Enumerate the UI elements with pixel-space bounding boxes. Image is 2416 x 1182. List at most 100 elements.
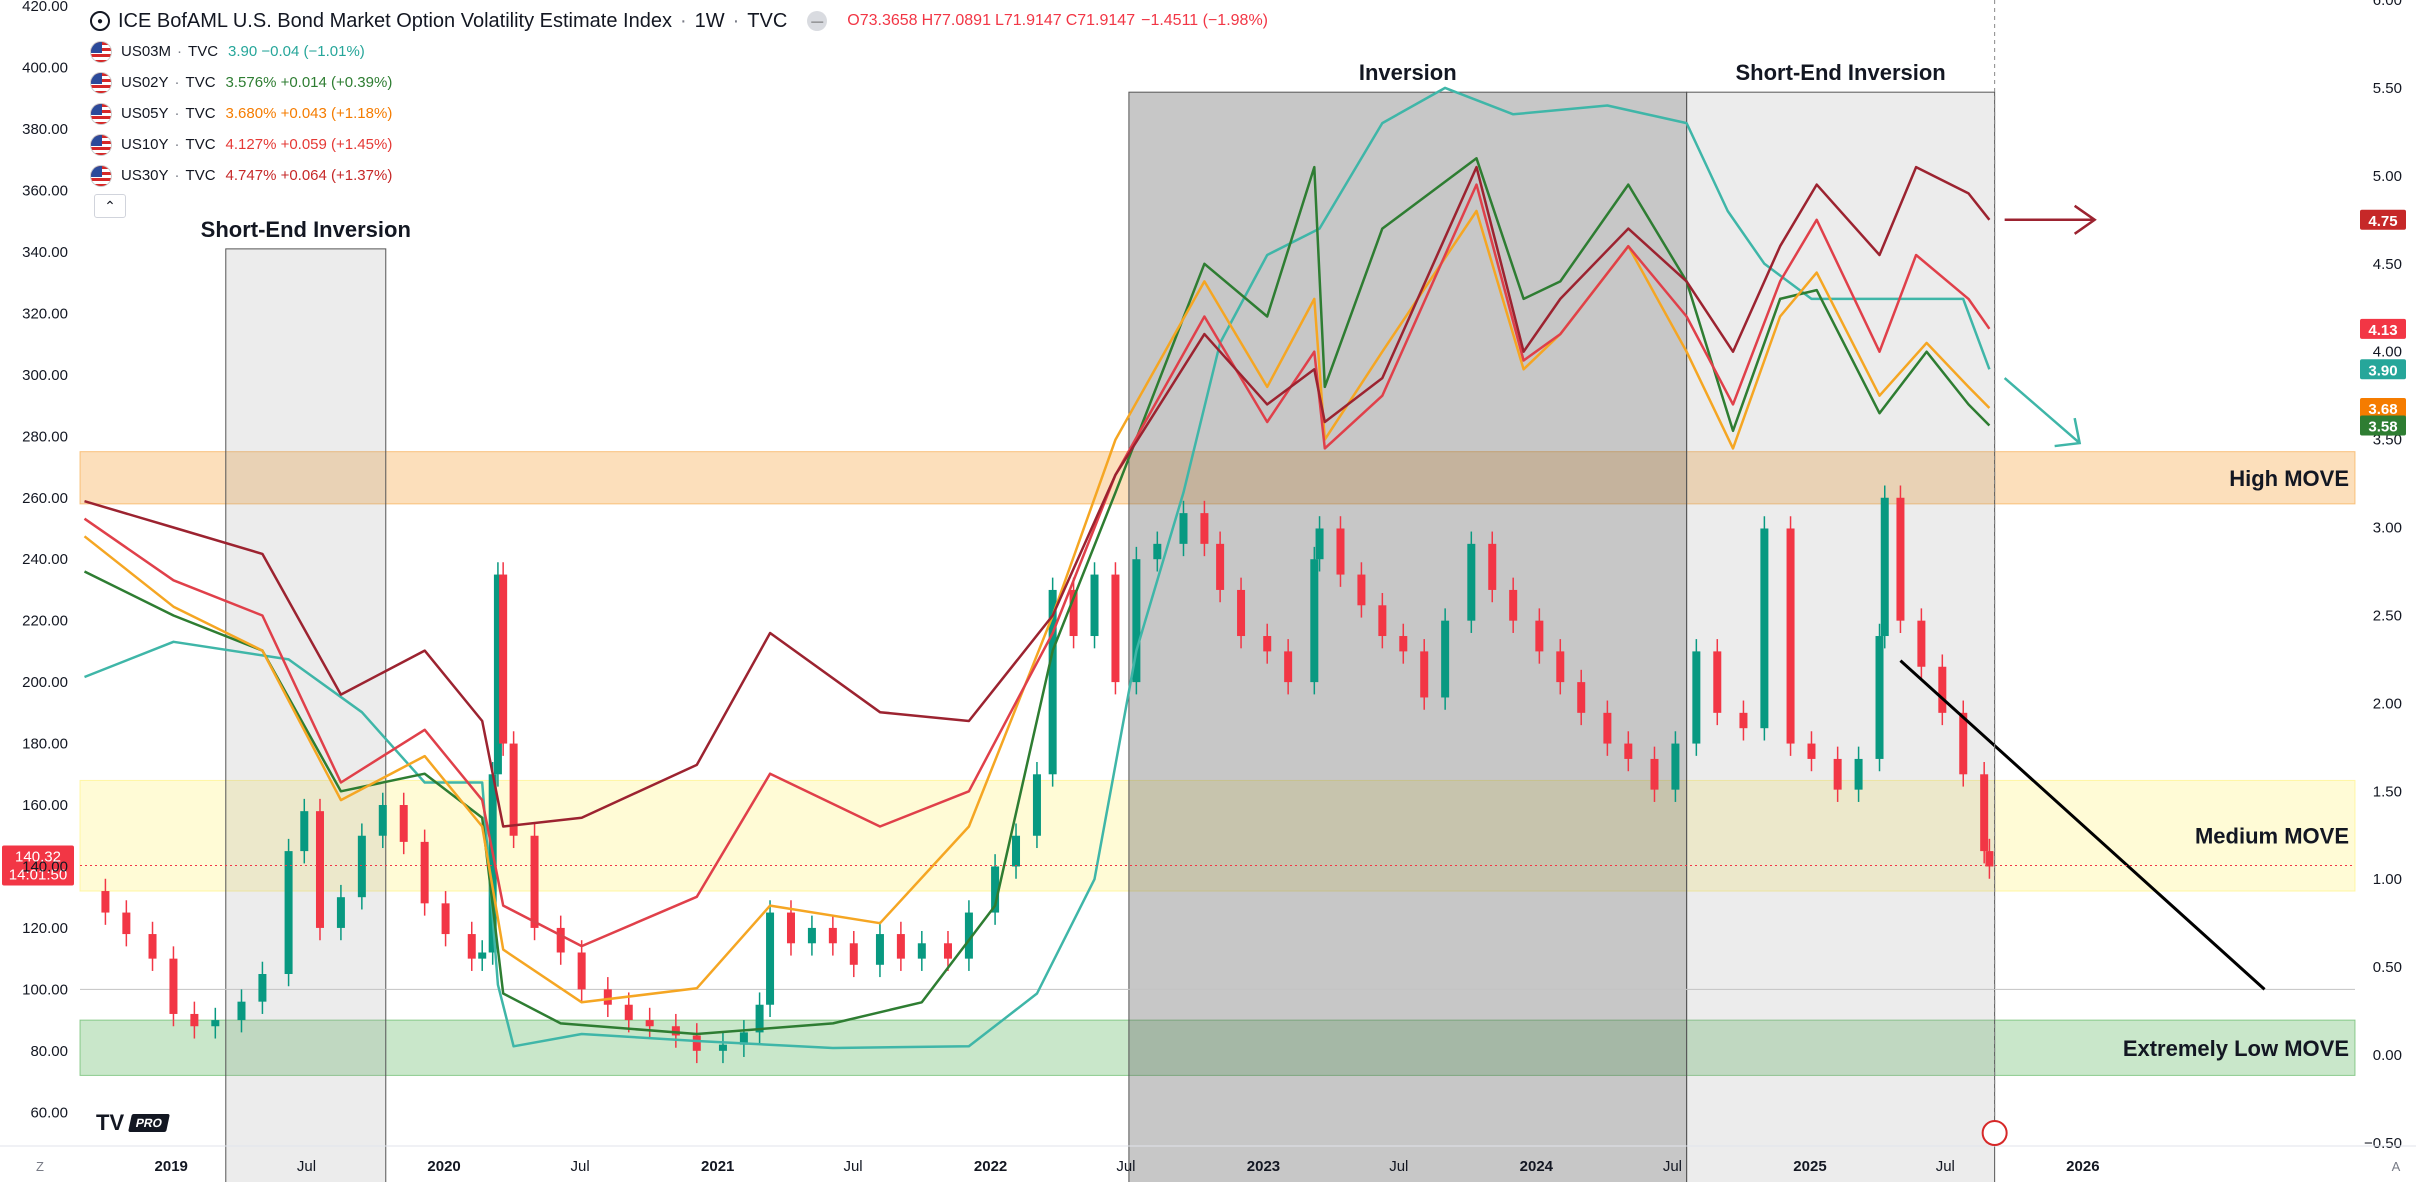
series-line-us10y[interactable] bbox=[83, 183, 1991, 948]
left-axis-tick-2: 380.00 bbox=[22, 121, 68, 138]
hide-icon[interactable]: — bbox=[807, 11, 828, 31]
left-axis-tick-10: 220.00 bbox=[22, 613, 68, 630]
candle-body bbox=[499, 574, 508, 744]
candle-body bbox=[1378, 605, 1387, 637]
candle-body bbox=[755, 1004, 764, 1033]
legend-row-us02y[interactable]: US02Y · TVC 3.576% +0.014 (+0.39%) bbox=[90, 67, 1268, 98]
band-2 bbox=[79, 1019, 2356, 1076]
overlay-value: 3.576% +0.014 (+0.39%) bbox=[225, 74, 393, 91]
candle-body bbox=[671, 1026, 680, 1036]
time-axis-tick-11: Jul bbox=[1663, 1158, 1682, 1175]
candle-body bbox=[1833, 758, 1842, 790]
collapse-legend-button[interactable]: ⌃ bbox=[94, 194, 126, 218]
candle-body bbox=[1467, 543, 1476, 621]
left-axis-tick-12: 180.00 bbox=[22, 736, 68, 753]
left-axis-tick-1: 400.00 bbox=[22, 60, 68, 77]
overlay-value: 4.127% +0.059 (+1.45%) bbox=[225, 136, 393, 153]
candle-body bbox=[786, 912, 795, 944]
left-axis-tick-11: 200.00 bbox=[22, 674, 68, 691]
trendline[interactable] bbox=[1899, 659, 2266, 991]
left-axis-tick-9: 240.00 bbox=[22, 551, 68, 568]
time-axis-tick-5: Jul bbox=[843, 1158, 862, 1175]
us-flag-icon bbox=[90, 164, 112, 187]
candle-body bbox=[315, 811, 324, 928]
band-0 bbox=[79, 451, 2356, 505]
overlay-value: 3.680% +0.043 (+1.18%) bbox=[225, 105, 393, 122]
candle-body bbox=[766, 912, 775, 1005]
candle-body bbox=[1399, 636, 1408, 652]
right-axis-tick-11: 0.50 bbox=[2373, 959, 2402, 976]
candle-body bbox=[917, 943, 926, 959]
candle-body bbox=[875, 934, 884, 965]
ohlc-open: O73.3658 bbox=[847, 12, 918, 29]
series-line-us30y[interactable] bbox=[84, 165, 1991, 828]
candle-body bbox=[1441, 620, 1450, 698]
candle-body bbox=[1200, 513, 1209, 544]
series-line-us05y[interactable] bbox=[83, 209, 1991, 1004]
time-axis-tick-4: 2021 bbox=[701, 1158, 734, 1175]
candle-body bbox=[1090, 574, 1099, 637]
right-axis-tick-3: 4.50 bbox=[2373, 256, 2402, 273]
candle-body bbox=[1713, 651, 1722, 713]
candle-body bbox=[1854, 758, 1863, 790]
candle-body bbox=[467, 934, 476, 959]
right-badge-4 bbox=[2360, 415, 2406, 436]
legend-row-us30y[interactable]: US30Y · TVC 4.747% +0.064 (+1.37%) bbox=[90, 160, 1268, 191]
right-badge-3 bbox=[2360, 397, 2406, 418]
right-badge-text-2: 3.90 bbox=[2368, 362, 2397, 379]
band-label-2: Extremely Low MOVE bbox=[2123, 1036, 2349, 1061]
right-badge-text-0: 4.75 bbox=[2368, 213, 2397, 230]
current-price-value: 140.32 bbox=[15, 848, 61, 865]
candle-body bbox=[1577, 682, 1586, 713]
legend-row-us05y[interactable]: US05Y · TVC 3.680% +0.043 (+1.18%) bbox=[90, 98, 1268, 129]
candle-body bbox=[1896, 497, 1905, 621]
candle-body bbox=[1153, 543, 1162, 560]
candle-body bbox=[577, 952, 586, 990]
candle-body bbox=[211, 1020, 220, 1027]
candle-body bbox=[1216, 543, 1225, 590]
candle-body bbox=[1357, 574, 1366, 606]
candle-body bbox=[1985, 851, 1994, 867]
candle-body bbox=[1959, 712, 1968, 775]
overlay-source: TVC bbox=[185, 105, 216, 122]
legend-main-row[interactable]: ● ICE BofAML U.S. Bond Market Option Vol… bbox=[90, 6, 1268, 36]
us-flag-icon bbox=[90, 102, 112, 125]
symbol-icon: ● bbox=[90, 11, 110, 31]
left-axis-tick-15: 120.00 bbox=[22, 920, 68, 937]
candle-body bbox=[739, 1032, 748, 1045]
overlay-value: 3.90 −0.04 (−1.01%) bbox=[228, 43, 365, 60]
us-flag-marker-icon[interactable] bbox=[1981, 1120, 2008, 1146]
candle-body bbox=[1671, 743, 1680, 790]
left-axis-tick-6: 300.00 bbox=[22, 367, 68, 384]
pro-badge: PRO bbox=[128, 1114, 171, 1132]
ohlc-close: C71.9147 bbox=[1065, 12, 1136, 29]
overlay-symbol: US05Y bbox=[121, 105, 169, 122]
time-axis-tick-14: 2026 bbox=[2066, 1158, 2099, 1175]
time-axis-tick-10: 2024 bbox=[1520, 1158, 1554, 1175]
candle-body bbox=[420, 841, 429, 904]
candle-body bbox=[488, 774, 497, 953]
right-badge-text-1: 4.13 bbox=[2368, 322, 2397, 339]
candle-body bbox=[1603, 712, 1612, 744]
band-label-1: Medium MOVE bbox=[2195, 824, 2349, 849]
candle-body bbox=[336, 897, 345, 928]
candle-body bbox=[1012, 835, 1021, 867]
candle-body bbox=[530, 835, 539, 928]
time-axis-tick-0: 2019 bbox=[155, 1158, 188, 1175]
candle-body bbox=[692, 1035, 701, 1051]
legend-row-us10y[interactable]: US10Y · TVC 4.127% +0.059 (+1.45%) bbox=[90, 129, 1268, 160]
candle-body bbox=[300, 811, 309, 852]
left-axis-tick-14: 140.00 bbox=[22, 858, 68, 875]
series-line-us03m[interactable] bbox=[84, 86, 1991, 1050]
candle-body bbox=[1069, 589, 1078, 637]
candle-body bbox=[1488, 543, 1497, 590]
overlay-value: 4.747% +0.064 (+1.37%) bbox=[225, 167, 393, 184]
series-line-us02y[interactable] bbox=[83, 157, 1991, 1036]
candle-body bbox=[1509, 589, 1518, 621]
legend-row-us03m[interactable]: US03M · TVC 3.90 −0.04 (−1.01%) bbox=[90, 36, 1268, 67]
right-axis-tick-6: 3.00 bbox=[2373, 520, 2402, 537]
right-axis-tick-10: 1.00 bbox=[2373, 871, 2402, 888]
right-axis-tick-13: −0.50 bbox=[2364, 1135, 2402, 1152]
candle-body bbox=[1237, 589, 1246, 637]
